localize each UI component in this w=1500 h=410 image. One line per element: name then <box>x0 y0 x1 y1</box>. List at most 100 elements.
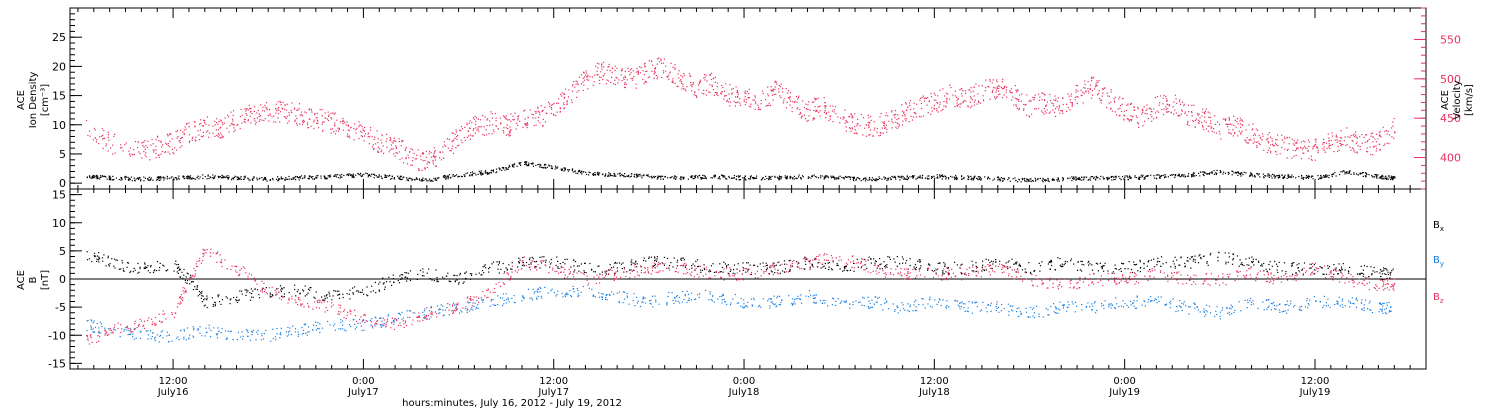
bx-point <box>108 264 110 266</box>
bx-point <box>765 268 768 270</box>
density-point <box>1361 171 1364 174</box>
velocity-point <box>728 98 731 100</box>
velocity-point <box>258 116 260 118</box>
velocity-point <box>1336 141 1338 143</box>
density-point <box>1095 176 1098 178</box>
density-point <box>537 164 539 166</box>
bx-point <box>276 288 278 290</box>
density-point <box>1045 179 1047 181</box>
bx-point <box>302 289 304 291</box>
velocity-point <box>1166 100 1168 102</box>
density-point <box>577 171 579 173</box>
velocity-point <box>1181 101 1183 103</box>
velocity-point <box>580 74 582 76</box>
density-point <box>1193 175 1195 177</box>
velocity-point <box>612 67 614 70</box>
velocity-point <box>1316 146 1318 148</box>
bx-point <box>1080 260 1082 262</box>
velocity-point <box>872 135 874 137</box>
density-point <box>1288 176 1290 179</box>
velocity-point <box>1238 130 1240 132</box>
bx-point <box>745 271 747 273</box>
density-point <box>233 176 236 178</box>
velocity-point <box>133 149 135 151</box>
velocity-point <box>716 92 718 94</box>
velocity-point <box>247 109 249 111</box>
bx-point <box>605 273 607 275</box>
density-point <box>1128 176 1131 178</box>
velocity-point <box>1184 112 1186 115</box>
density-point <box>539 166 541 168</box>
bx-point <box>132 271 134 273</box>
velocity-point <box>1339 142 1341 145</box>
density-point <box>968 176 970 179</box>
velocity-point <box>714 76 716 78</box>
velocity-point <box>762 92 764 94</box>
velocity-point <box>1020 100 1022 102</box>
velocity-point <box>975 83 977 85</box>
density-point <box>399 178 401 180</box>
density-point <box>886 177 888 180</box>
velocity-point <box>885 127 887 129</box>
velocity-point <box>1248 124 1250 126</box>
velocity-point <box>330 118 333 120</box>
density-point <box>574 171 576 173</box>
density-point <box>1079 178 1081 180</box>
bx-point <box>709 269 711 271</box>
velocity-point <box>851 116 853 118</box>
velocity-point <box>132 154 134 156</box>
velocity-point <box>215 129 217 131</box>
velocity-point <box>180 137 182 140</box>
density-point <box>496 171 498 173</box>
velocity-point <box>321 109 323 111</box>
density-point <box>941 178 943 180</box>
density-point <box>263 178 265 180</box>
velocity-point <box>401 141 403 143</box>
velocity-point <box>310 108 312 111</box>
density-point <box>445 178 447 180</box>
density-point <box>633 175 635 177</box>
density-point <box>723 176 725 178</box>
velocity-point <box>598 79 601 81</box>
velocity-point <box>881 127 883 129</box>
velocity-point <box>1304 145 1306 147</box>
velocity-point <box>783 98 785 100</box>
velocity-point <box>488 133 490 135</box>
density-point <box>1153 175 1155 177</box>
bx-point <box>1134 264 1137 266</box>
bx-point <box>1112 271 1114 273</box>
bx-point <box>879 268 881 270</box>
velocity-point <box>537 106 539 108</box>
velocity-point <box>273 115 275 117</box>
bx-point <box>153 270 155 272</box>
bx-point <box>909 258 911 260</box>
velocity-point <box>709 74 711 76</box>
velocity-point <box>88 130 90 132</box>
density-point <box>1072 177 1074 179</box>
bx-point <box>1054 269 1056 271</box>
velocity-point <box>971 105 973 107</box>
velocity-point <box>475 127 477 129</box>
velocity-point <box>1202 108 1204 110</box>
velocity-point <box>1229 123 1231 125</box>
bx-point <box>710 265 712 267</box>
density-point <box>1277 177 1279 179</box>
velocity-point <box>268 120 270 122</box>
velocity-point <box>815 99 817 101</box>
bx-point <box>1059 258 1061 260</box>
density-point <box>1138 178 1141 180</box>
velocity-point <box>408 157 410 159</box>
velocity-point <box>358 138 360 140</box>
bx-point <box>975 262 977 264</box>
velocity-point <box>1033 97 1036 99</box>
bx-point <box>1051 264 1053 267</box>
velocity-point <box>171 148 173 150</box>
density-point <box>295 175 297 178</box>
bx-point <box>206 306 208 309</box>
bx-point <box>845 265 847 267</box>
density-point <box>927 178 929 180</box>
velocity-point <box>978 85 980 87</box>
bx-point <box>1292 273 1294 275</box>
bx-point <box>1121 262 1123 264</box>
velocity-point <box>92 139 94 141</box>
